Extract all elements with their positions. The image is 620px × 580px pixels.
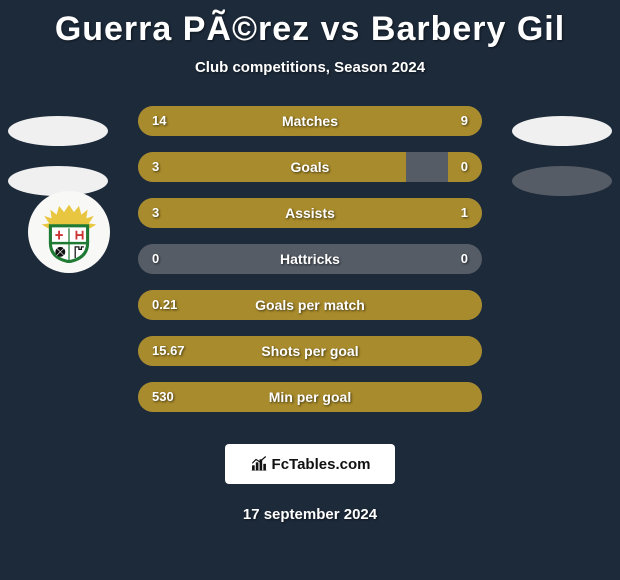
stat-value-left: 3: [152, 152, 159, 182]
page-title: Guerra PÃ©rez vs Barbery Gil: [0, 10, 620, 49]
club-badge: [28, 191, 110, 273]
date-text: 17 september 2024: [0, 506, 620, 523]
right-jersey-placeholder-1: [512, 116, 612, 146]
stat-row: Hattricks0 0: [138, 244, 482, 274]
right-jersey-placeholder-2: [512, 166, 612, 196]
stat-value-left: 0: [152, 244, 159, 274]
stat-label: Hattricks: [138, 244, 482, 274]
stat-label: Goals per match: [138, 290, 482, 320]
stat-value-left: 15.67: [152, 336, 185, 366]
stats-area: Matches149Goals30Assists31Hattricks00Goa…: [0, 106, 620, 426]
stat-label: Matches: [138, 106, 482, 136]
stat-value-right: 0: [461, 152, 468, 182]
stat-value-right: 0: [461, 244, 468, 274]
infographic-container: Guerra PÃ©rez vs Barbery Gil Club compet…: [0, 0, 620, 580]
stat-label: Assists: [138, 198, 482, 228]
stat-row: Shots per goal15.67: [138, 336, 482, 366]
stat-row: Min per goal530: [138, 382, 482, 412]
stat-label: Goals: [138, 152, 482, 182]
stat-row: Assists3 1: [138, 198, 482, 228]
watermark-box: FcTables.com: [225, 444, 395, 484]
subtitle: Club competitions, Season 2024: [0, 59, 620, 76]
stat-row: Goals per match0.21: [138, 290, 482, 320]
stat-bars: Matches149Goals30Assists31Hattricks00Goa…: [138, 106, 482, 428]
stat-value-left: 0.21: [152, 290, 177, 320]
chart-icon: [250, 455, 268, 473]
stat-value-right: 9: [461, 106, 468, 136]
watermark-text: FcTables.com: [272, 456, 371, 473]
stat-value-left: 3: [152, 198, 159, 228]
stat-row: Goals3 0: [138, 152, 482, 182]
club-crest-icon: [38, 201, 100, 263]
stat-value-left: 14: [152, 106, 166, 136]
left-jersey-placeholder-1: [8, 116, 108, 146]
stat-row: Matches14 9: [138, 106, 482, 136]
stat-label: Shots per goal: [138, 336, 482, 366]
stat-label: Min per goal: [138, 382, 482, 412]
stat-value-left: 530: [152, 382, 174, 412]
stat-value-right: 1: [461, 198, 468, 228]
